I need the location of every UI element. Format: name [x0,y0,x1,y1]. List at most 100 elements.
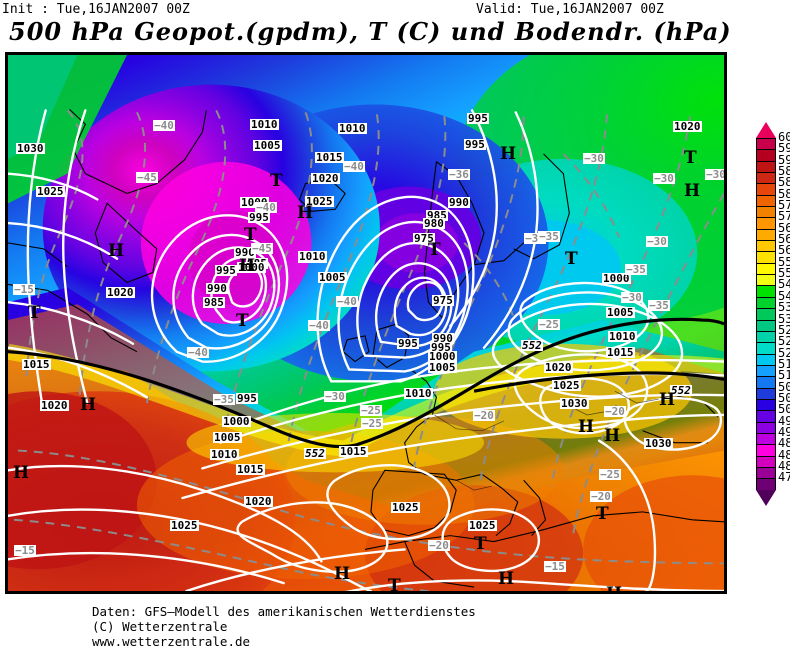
temperature-label: −30 [646,235,668,248]
colorbar-cell [757,150,775,162]
colorbar-tick-labels: 6005965925885845805765725685645605565525… [778,130,790,484]
isobar-label: 1000 [428,350,457,363]
colorbar-tick: 572 [778,209,790,224]
colorbar-cell [757,388,775,400]
colorbar-tick: 588 [778,164,790,179]
colorbar-tick: 592 [778,152,790,167]
temperature-label: −30 [324,390,346,403]
isobar-label: 995 [430,341,452,354]
credits-line-url[interactable]: www.wetterzentrale.de [92,634,251,649]
pressure-center-label: H [578,417,595,437]
isobar-label: 985 [426,209,448,222]
colorbar-cell [757,229,775,242]
colorbar-cell [757,275,775,287]
temperature-label: −35 [538,230,560,243]
temperature-label: −30 [621,291,643,304]
isobar-label: 1025 [36,185,65,198]
isobar-label: 1025 [468,519,497,532]
temperature-label: −25 [360,404,382,417]
temperature-label: −25 [361,417,383,430]
page-title: 500 hPa Geopot.(gpdm), T (C) und Bodendr… [9,17,732,46]
colorbar-tick: 584 [778,175,790,190]
colorbar-cell [757,173,775,185]
temperature-label: −20 [590,490,612,503]
map-canvas [8,55,724,591]
init-timestamp: Init : Tue,16JAN2007 00Z [2,2,190,17]
colorbar-cell [757,377,775,389]
temperature-label: −30 [653,172,675,185]
temperature-label: −25 [599,468,621,481]
isobar-label: 1005 [253,139,282,152]
weather-map[interactable]: 1030 1025 1020 1015 1020 1010 1005 1015 1020 1025… [5,52,727,594]
isobar-label: 1020 [106,286,135,299]
isobar-label: 1015 [339,445,368,458]
credits: Daten: GFS—Modell des amerikanischen Wet… [92,604,476,649]
colorbar-tick: 576 [778,198,790,213]
isobar-label: 995 [215,264,237,277]
colorbar-tick: 480 [778,458,790,473]
temperature-label: −35 [648,299,670,312]
isobar-label: 1015 [236,463,265,476]
valid-timestamp: Valid: Tue,16JAN2007 00Z [476,2,664,17]
colorbar-cell [757,354,775,366]
isobar-label: 1025 [305,195,334,208]
colorbar-cell [757,467,775,480]
isobar-label: 995 [464,138,486,151]
pressure-center-label: T [596,504,609,524]
colorbar-tick: 516 [778,356,790,371]
pressure-center-label: H [297,203,314,223]
pressure-center-label: H [334,564,351,584]
colorbar-cell [757,207,775,219]
temperature-label: −20 [604,405,626,418]
isobar-label: 985 [203,296,225,309]
temperature-label: −15 [544,560,566,573]
colorbar-cell [757,139,775,151]
isobar-label: 1005 [213,431,242,444]
pressure-center-label: T [474,534,487,554]
pressure-center-label: H [500,144,517,164]
colorbar-under-arrow [756,490,776,506]
temperature-label: −15 [14,544,36,557]
temperature-label: −30 [583,152,605,165]
colorbar-cell [757,309,775,321]
colorbar-over-arrow [756,122,776,138]
colorbar-strip [756,138,776,491]
pressure-center-label: T [565,249,578,269]
isobar-label: 1020 [244,495,273,508]
isobar-label: 1015 [22,358,51,371]
colorbar-tick: 580 [778,186,790,201]
isobar-label: 990 [432,332,454,345]
colorbar-cell [757,218,775,230]
pressure-center-label: T [28,303,41,323]
colorbar-cell [757,184,775,196]
credits-line-owner: (C) Wetterzentrale [92,619,228,634]
isobar-label: 995 [397,337,419,350]
isobar-label: 995 [236,392,258,405]
isobar-label: 1000 [240,197,269,208]
isobar-label: 1005 [318,271,347,284]
pressure-center-label: T [684,148,697,168]
colorbar-tick: 556 [778,254,790,269]
isobar-label: 1015 [606,346,635,359]
isobar-label: 1030 [560,397,589,410]
isobar-label: 1025 [170,519,199,532]
temperature-label: −40 [308,319,330,332]
geopotential-label: 552 [304,447,326,460]
pressure-center-label: H [80,395,97,415]
temperature-label: −30 [705,168,726,181]
pressure-center-label: H [13,463,30,483]
isobar-label: 995 [248,211,270,224]
colorbar-cell [757,241,775,253]
credits-line-data: Daten: GFS—Modell des amerikanischen Wet… [92,604,476,619]
pressure-center-label: H [606,584,623,594]
colorbar-tick: 488 [778,436,790,451]
isobar-label: 1005 [606,306,635,319]
isobar-label: 1030 [16,142,45,155]
colorbar-tick: 496 [778,413,790,428]
colorbar-tick: 600 [778,130,790,144]
colorbar-tick: 524 [778,334,790,349]
geopotential-552-line [8,317,724,449]
pressure-center-label: T [236,311,249,331]
isobar-label: 1010 [250,118,279,131]
colorbar-tick: 528 [778,322,790,337]
